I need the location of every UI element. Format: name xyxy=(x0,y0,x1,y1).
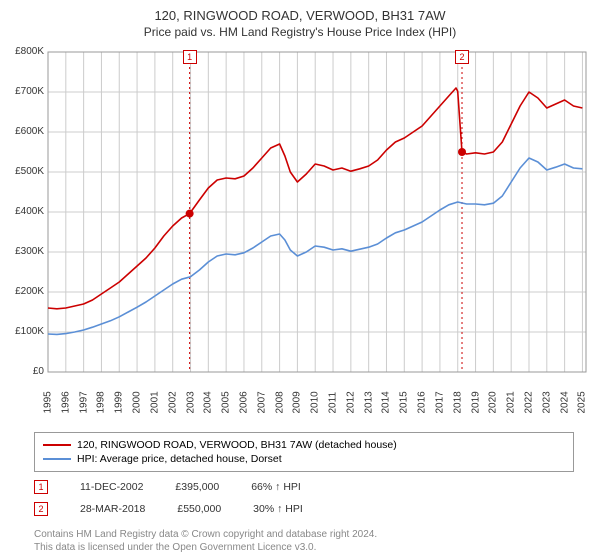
x-axis-label: 2019 xyxy=(470,386,481,414)
x-axis-label: 1997 xyxy=(78,386,89,414)
x-axis-label: 2022 xyxy=(523,386,534,414)
x-axis-label: 2025 xyxy=(577,386,588,414)
x-axis-label: 2013 xyxy=(363,386,374,414)
x-axis-label: 2016 xyxy=(417,386,428,414)
x-axis-label: 2002 xyxy=(167,386,178,414)
legend-label: 120, RINGWOOD ROAD, VERWOOD, BH31 7AW (d… xyxy=(77,439,397,451)
sale-delta: 30% ↑ HPI xyxy=(253,503,303,515)
legend: 120, RINGWOOD ROAD, VERWOOD, BH31 7AW (d… xyxy=(34,432,574,472)
legend-label: HPI: Average price, detached house, Dors… xyxy=(77,453,282,465)
y-axis-label: £800K xyxy=(2,46,44,57)
sale-marker-icon: 1 xyxy=(34,480,48,494)
sale-date: 11-DEC-2002 xyxy=(80,481,143,493)
x-axis-label: 2018 xyxy=(452,386,463,414)
x-axis-label: 2017 xyxy=(434,386,445,414)
x-axis-label: 2010 xyxy=(310,386,321,414)
x-axis-label: 2003 xyxy=(185,386,196,414)
line-chart xyxy=(0,46,600,422)
x-axis-label: 1996 xyxy=(60,386,71,414)
x-axis-label: 2009 xyxy=(292,386,303,414)
x-axis-label: 2014 xyxy=(381,386,392,414)
x-axis-label: 2020 xyxy=(488,386,499,414)
x-axis-label: 2000 xyxy=(132,386,143,414)
sale-annotation: 1 11-DEC-2002 £395,000 66% ↑ HPI xyxy=(34,480,574,494)
legend-swatch xyxy=(43,444,71,446)
chart-subtitle: Price paid vs. HM Land Registry's House … xyxy=(0,25,600,39)
sale-annotation: 2 28-MAR-2018 £550,000 30% ↑ HPI xyxy=(34,502,574,516)
x-axis-label: 2001 xyxy=(149,386,160,414)
y-axis-label: £300K xyxy=(2,246,44,257)
y-axis-label: £0 xyxy=(2,366,44,377)
x-axis-label: 2021 xyxy=(506,386,517,414)
sale-price: £550,000 xyxy=(177,503,221,515)
x-axis-label: 2007 xyxy=(256,386,267,414)
chart-area: £0 £100K £200K £300K £400K £500K £600K £700K £80… xyxy=(0,46,600,422)
sale-marker-icon: 2 xyxy=(34,502,48,516)
sale-flag-icon: 2 xyxy=(455,50,469,64)
legend-swatch xyxy=(43,458,71,460)
x-axis-label: 2012 xyxy=(345,386,356,414)
y-axis-label: £500K xyxy=(2,166,44,177)
x-axis-label: 1999 xyxy=(114,386,125,414)
sale-date: 28-MAR-2018 xyxy=(80,503,145,515)
x-axis-label: 1998 xyxy=(96,386,107,414)
x-axis-label: 2015 xyxy=(399,386,410,414)
y-axis-label: £200K xyxy=(2,286,44,297)
sale-price: £395,000 xyxy=(175,481,219,493)
y-axis-label: £600K xyxy=(2,126,44,137)
x-axis-label: 2004 xyxy=(203,386,214,414)
sale-flag-icon: 1 xyxy=(183,50,197,64)
legend-item: HPI: Average price, detached house, Dors… xyxy=(43,453,565,465)
footer-line: This data is licensed under the Open Gov… xyxy=(34,541,377,554)
x-axis-label: 2005 xyxy=(221,386,232,414)
x-axis-label: 2008 xyxy=(274,386,285,414)
chart-title: 120, RINGWOOD ROAD, VERWOOD, BH31 7AW xyxy=(0,8,600,23)
footer-line: Contains HM Land Registry data © Crown c… xyxy=(34,528,377,541)
y-axis-label: £400K xyxy=(2,206,44,217)
legend-item: 120, RINGWOOD ROAD, VERWOOD, BH31 7AW (d… xyxy=(43,439,565,451)
y-axis-label: £700K xyxy=(2,86,44,97)
footer: Contains HM Land Registry data © Crown c… xyxy=(34,528,377,554)
x-axis-label: 1995 xyxy=(43,386,54,414)
x-axis-label: 2024 xyxy=(559,386,570,414)
y-axis-label: £100K xyxy=(2,326,44,337)
x-axis-label: 2006 xyxy=(238,386,249,414)
x-axis-label: 2011 xyxy=(328,386,339,414)
sale-delta: 66% ↑ HPI xyxy=(251,481,301,493)
x-axis-label: 2023 xyxy=(541,386,552,414)
